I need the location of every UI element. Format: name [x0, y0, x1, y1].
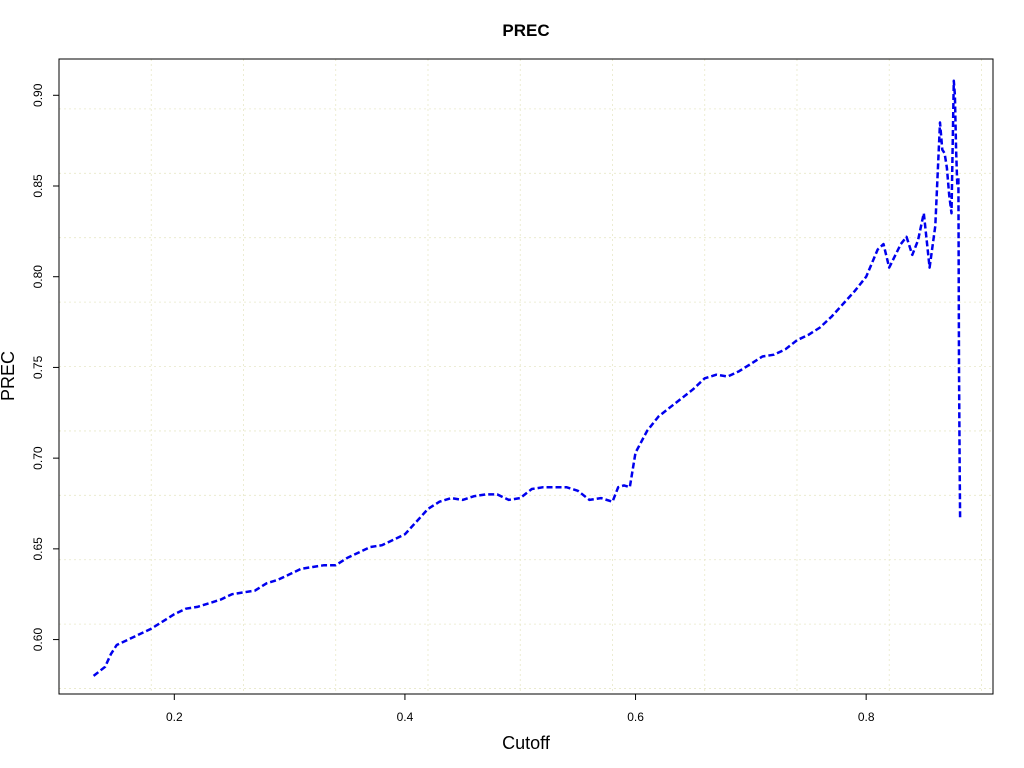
- x-tick-label: 0.2: [166, 710, 183, 724]
- x-axis-label: Cutoff: [502, 733, 551, 753]
- x-axis: 0.2 0.4 0.6 0.8: [166, 694, 875, 724]
- chart-title: PREC: [502, 21, 549, 40]
- x-tick-label: 0.6: [627, 710, 644, 724]
- y-tick-label: 0.80: [31, 265, 45, 289]
- prec-line: [92, 79, 962, 677]
- y-axis-label: PREC: [0, 351, 18, 401]
- y-tick-label: 0.85: [31, 174, 45, 198]
- y-tick-label: 0.90: [31, 83, 45, 107]
- y-tick-label: 0.60: [31, 628, 45, 652]
- x-tick-label: 0.4: [397, 710, 414, 724]
- y-tick-label: 0.70: [31, 446, 45, 470]
- x-tick-label: 0.8: [858, 710, 875, 724]
- plot-area-frame: [58, 58, 994, 695]
- y-axis: 0.60 0.65 0.70 0.75 0.80 0.85 0.90: [31, 83, 59, 651]
- y-tick-label: 0.65: [31, 537, 45, 561]
- y-tick-label: 0.75: [31, 355, 45, 379]
- grid: [59, 59, 993, 694]
